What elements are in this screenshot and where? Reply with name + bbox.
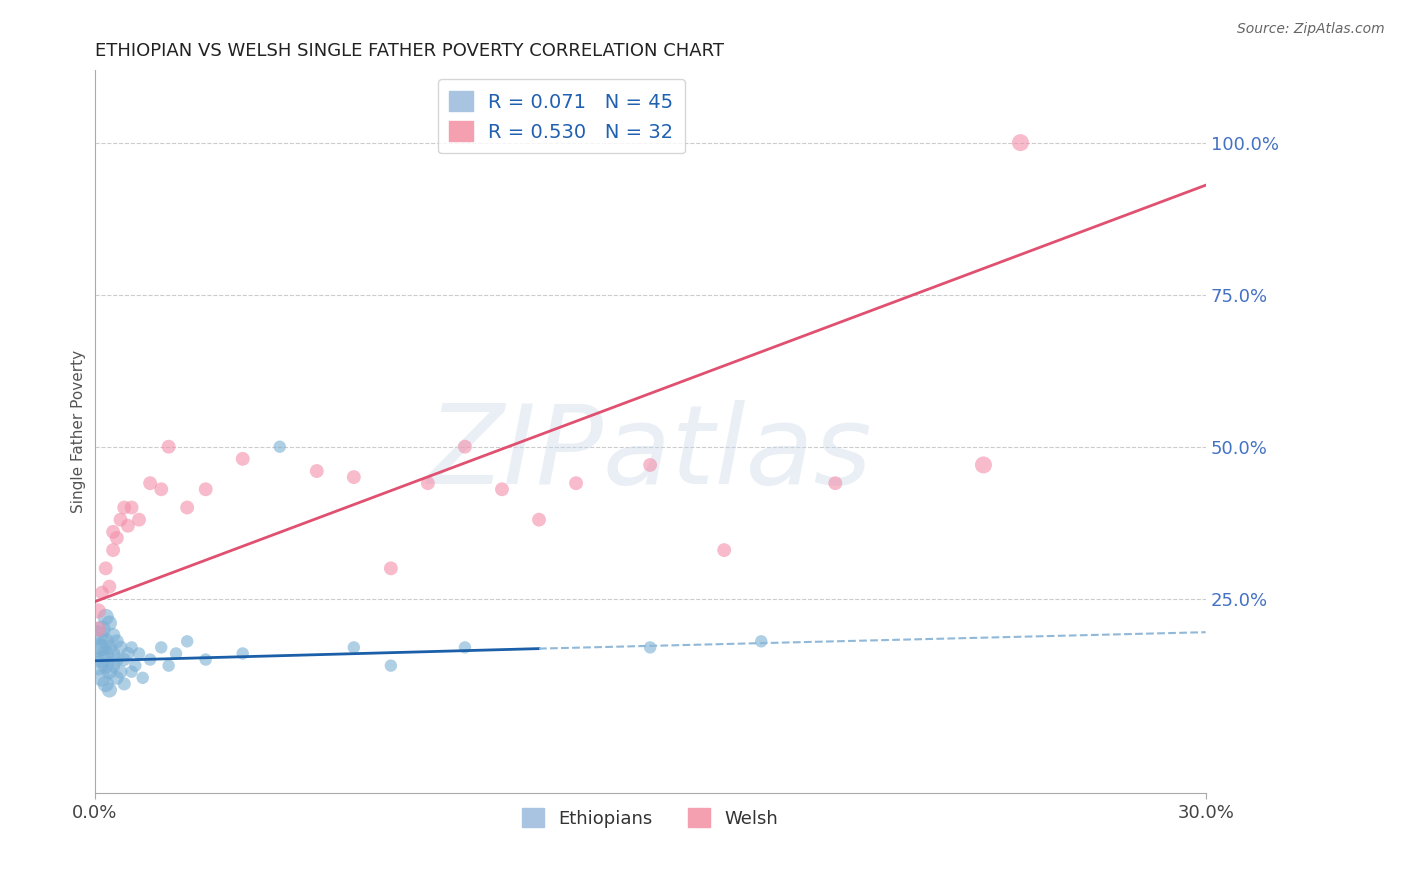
Point <box>105 652 128 666</box>
Point <box>98 580 121 594</box>
Point <box>105 671 128 685</box>
Legend: Ethiopians, Welsh: Ethiopians, Welsh <box>515 801 786 835</box>
Point <box>94 610 117 624</box>
Point <box>150 640 173 655</box>
Point <box>176 634 198 648</box>
Point <box>101 628 124 642</box>
Point <box>117 518 139 533</box>
Text: ZIPatlas: ZIPatlas <box>427 400 872 507</box>
Point <box>232 647 254 661</box>
Point <box>139 476 162 491</box>
Point <box>112 677 135 691</box>
Point <box>91 585 114 599</box>
Point <box>157 658 180 673</box>
Point <box>98 640 121 655</box>
Point <box>638 458 661 472</box>
Point <box>87 640 110 655</box>
Point <box>87 604 110 618</box>
Point <box>749 634 772 648</box>
Point <box>157 440 180 454</box>
Point <box>110 513 132 527</box>
Point <box>194 483 217 497</box>
Point <box>232 451 254 466</box>
Point <box>94 658 117 673</box>
Point <box>121 640 143 655</box>
Point <box>343 640 366 655</box>
Point <box>150 483 173 497</box>
Point <box>713 543 735 558</box>
Point <box>94 647 117 661</box>
Point <box>91 640 114 655</box>
Point <box>972 458 994 472</box>
Point <box>121 665 143 679</box>
Point <box>110 640 132 655</box>
Point <box>343 470 366 484</box>
Point <box>112 500 135 515</box>
Point <box>128 513 150 527</box>
Point <box>87 658 110 673</box>
Y-axis label: Single Father Poverty: Single Father Poverty <box>72 350 86 513</box>
Point <box>117 647 139 661</box>
Point <box>87 628 110 642</box>
Point <box>165 647 187 661</box>
Point <box>105 634 128 648</box>
Point <box>98 683 121 698</box>
Point <box>269 440 291 454</box>
Text: Source: ZipAtlas.com: Source: ZipAtlas.com <box>1237 22 1385 37</box>
Point <box>132 671 155 685</box>
Point <box>121 500 143 515</box>
Point <box>94 634 117 648</box>
Point <box>527 513 550 527</box>
Point <box>91 622 114 636</box>
Point <box>139 652 162 666</box>
Point <box>101 524 124 539</box>
Point <box>101 647 124 661</box>
Point <box>91 671 114 685</box>
Point <box>128 647 150 661</box>
Point <box>565 476 588 491</box>
Point <box>176 500 198 515</box>
Point <box>638 640 661 655</box>
Point <box>380 561 402 575</box>
Point <box>110 665 132 679</box>
Point <box>105 531 128 545</box>
Point <box>112 652 135 666</box>
Point <box>98 665 121 679</box>
Point <box>305 464 328 478</box>
Point <box>101 658 124 673</box>
Point <box>194 652 217 666</box>
Point <box>87 622 110 636</box>
Point <box>1010 136 1032 150</box>
Point <box>454 640 477 655</box>
Point <box>91 652 114 666</box>
Point <box>454 440 477 454</box>
Point <box>101 543 124 558</box>
Point <box>491 483 513 497</box>
Point <box>94 677 117 691</box>
Text: ETHIOPIAN VS WELSH SINGLE FATHER POVERTY CORRELATION CHART: ETHIOPIAN VS WELSH SINGLE FATHER POVERTY… <box>94 42 724 60</box>
Point <box>824 476 846 491</box>
Point <box>416 476 439 491</box>
Point <box>380 658 402 673</box>
Point <box>124 658 146 673</box>
Point <box>98 616 121 631</box>
Point <box>94 561 117 575</box>
